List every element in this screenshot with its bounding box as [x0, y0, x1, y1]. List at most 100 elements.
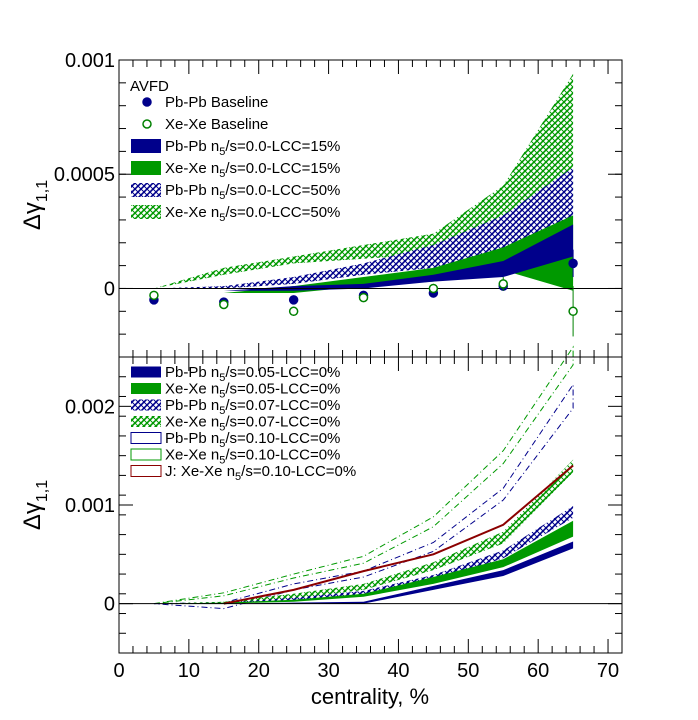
top-y-axis: 0 0.0005 0.001	[54, 50, 622, 358]
bottom-legend-swatch-2	[131, 399, 161, 411]
bottom-legend-label-suffix-3: /s=0.07-LCC=0%	[225, 414, 340, 431]
bottom-legend-label-0: Pb-Pb n5/s=0.05-LCC=0%	[165, 364, 340, 384]
top-legend-entry-4: Pb-Pb n5/s=0.0-LCC=50%	[131, 182, 340, 202]
bottom-legend-label-prefix-5: Xe-Xe n	[165, 447, 219, 464]
bottom-legend-label-prefix-1: Xe-Xe n	[165, 381, 219, 398]
top-legend-label-4: Pb-Pb n5/s=0.0-LCC=50%	[165, 182, 340, 202]
top-point-1-6	[568, 306, 578, 317]
top-point-1-5	[498, 279, 508, 289]
bottom-legend-label-sub-2: 5	[219, 405, 225, 417]
top-legend-label-suffix-4: /s=0.0-LCC=50%	[225, 182, 340, 199]
bottom-legend-label-6: J: Xe-Xe n5/s=0.10-LCC=0%	[165, 463, 356, 483]
bottom-legend-label-prefix-2: Pb-Pb n	[165, 397, 219, 414]
bottom-legend-label-5: Xe-Xe n5/s=0.10-LCC=0%	[165, 447, 340, 467]
bottom-legend-label-4: Pb-Pb n5/s=0.10-LCC=0%	[165, 430, 340, 450]
bottom-legend-entry-5: Xe-Xe n5/s=0.10-LCC=0%	[130, 447, 340, 467]
bottom-y-axis-label-main: Δγ	[19, 502, 46, 530]
top-legend-entry-5: Xe-Xe n5/s=0.0-LCC=50%	[131, 204, 340, 224]
bottom-legend-swatch-6	[130, 465, 162, 477]
bottom-legend-label-sub-6: 5	[235, 471, 241, 483]
x-axis: 0 10 20 30 40 50 60 70	[113, 660, 619, 682]
bottom-legend-label-prefix-6: J: Xe-Xe n	[165, 463, 235, 480]
bottom-legend-label-prefix-4: Pb-Pb n	[165, 430, 219, 447]
bottom-legend-label-suffix-5: /s=0.10-LCC=0%	[225, 447, 340, 464]
xtick-label-7: 70	[597, 660, 619, 682]
top-legend-title: AVFD	[130, 78, 169, 95]
top-y-axis-label-sub: 1,1	[34, 180, 51, 202]
bottom-legend-label-prefix-0: Pb-Pb n	[165, 364, 219, 381]
bottom-legend-label-sub-1: 5	[219, 389, 225, 401]
bottom-legend-entry-4: Pb-Pb n5/s=0.10-LCC=0%	[130, 430, 340, 450]
top-plot-area	[119, 73, 622, 337]
bottom-legend: Pb-Pb n5/s=0.05-LCC=0%Xe-Xe n5/s=0.05-LC…	[130, 364, 356, 483]
xtick-label-0: 0	[113, 660, 124, 682]
top-legend-label-sub-3: 5	[219, 168, 225, 180]
top-point-1-2	[288, 306, 299, 317]
bottom-legend-label-2: Pb-Pb n5/s=0.07-LCC=0%	[165, 397, 340, 417]
top-legend-swatch-2	[131, 139, 161, 153]
top-legend-label-5: Xe-Xe n5/s=0.0-LCC=50%	[165, 204, 340, 224]
bottom-legend-label-suffix-1: /s=0.05-LCC=0%	[225, 381, 340, 398]
xtick-label-6: 60	[527, 660, 549, 682]
bottom-band-2	[153, 459, 574, 604]
top-ytick-label-0: 0	[104, 278, 115, 300]
xtick-label-3: 30	[317, 660, 339, 682]
top-ytick-label-2: 0.001	[65, 50, 115, 72]
top-point-1-0	[149, 290, 159, 301]
bottom-legend-entry-3: Xe-Xe n5/s=0.07-LCC=0%	[131, 414, 340, 434]
bottom-legend-label-sub-5: 5	[219, 455, 225, 467]
xtick-label-4: 40	[387, 660, 409, 682]
bottom-legend-label-sub-4: 5	[219, 438, 225, 450]
bottom-legend-swatch-4	[130, 432, 162, 444]
bottom-legend-label-3: Xe-Xe n5/s=0.07-LCC=0%	[165, 414, 340, 434]
top-point-1-1	[219, 299, 229, 310]
bottom-ytick-label-2: 0.002	[65, 396, 115, 418]
top-legend-entry-2: Pb-Pb n5/s=0.0-LCC=15%	[131, 138, 340, 158]
top-legend-label-sub-2: 5	[219, 146, 225, 158]
top-legend-label-1: Xe-Xe Baseline	[165, 116, 268, 133]
top-legend-label-2: Pb-Pb n5/s=0.0-LCC=15%	[165, 138, 340, 158]
top-legend-entry-0: Pb-Pb Baseline	[142, 94, 268, 111]
top-y-axis-label-main: Δγ	[19, 202, 46, 230]
bottom-ytick-label-1: 0.001	[65, 495, 115, 517]
top-legend-label-3: Xe-Xe n5/s=0.0-LCC=15%	[165, 160, 340, 180]
top-legend-swatch-4	[131, 183, 161, 197]
bottom-legend-swatch-5	[130, 448, 162, 461]
top-band-3	[153, 224, 574, 291]
bottom-line-0	[223, 464, 574, 605]
bottom-legend-label-suffix-6: /s=0.10-LCC=0%	[241, 463, 356, 480]
bottom-plot-area	[119, 345, 622, 610]
top-legend-swatch-5	[131, 205, 161, 219]
bottom-legend-swatch-1	[131, 383, 161, 394]
bottom-band-0	[153, 345, 574, 605]
bottom-legend-label-sub-3: 5	[219, 422, 225, 434]
bottom-y-axis-label-sub: 1,1	[34, 480, 51, 502]
top-legend-label-suffix-5: /s=0.0-LCC=50%	[225, 204, 340, 221]
bottom-legend-entry-2: Pb-Pb n5/s=0.07-LCC=0%	[131, 397, 340, 417]
top-point-0-6	[568, 258, 578, 269]
top-legend-swatch-3	[131, 161, 161, 175]
bottom-panel: 0 0.001 0.002 0 10 20 30 40 50 60 70 Δγ1,1 centra…	[19, 345, 623, 709]
bottom-legend-swatch-0	[131, 366, 161, 378]
top-legend-label-suffix-2: /s=0.0-LCC=15%	[225, 138, 340, 155]
top-legend-label-suffix-3: /s=0.0-LCC=15%	[225, 160, 340, 177]
top-point-1-3	[358, 292, 369, 303]
bottom-legend-entry-0: Pb-Pb n5/s=0.05-LCC=0%	[131, 364, 340, 384]
top-legend-entry-3: Xe-Xe n5/s=0.0-LCC=15%	[131, 160, 340, 180]
bottom-legend-label-suffix-0: /s=0.05-LCC=0%	[225, 364, 340, 381]
top-legend-label-prefix-4: Pb-Pb n	[165, 182, 219, 199]
top-legend-marker-1	[142, 119, 152, 129]
top-ytick-label-1: 0.0005	[54, 164, 115, 186]
bottom-legend-swatch-3	[131, 416, 161, 427]
bottom-legend-entry-6: J: Xe-Xe n5/s=0.10-LCC=0%	[130, 463, 356, 483]
top-legend-entry-1: Xe-Xe Baseline	[142, 116, 268, 133]
xtick-label-1: 10	[178, 660, 200, 682]
bottom-y-axis: 0 0.001 0.002	[65, 356, 622, 654]
bottom-legend-label-suffix-2: /s=0.07-LCC=0%	[225, 397, 340, 414]
top-legend-marker-0	[142, 97, 152, 107]
top-y-axis-label: Δγ1,1	[19, 180, 51, 230]
top-legend-label-sub-4: 5	[219, 190, 225, 202]
bottom-legend-label-sub-0: 5	[219, 372, 225, 384]
top-legend-label-sub-5: 5	[219, 212, 225, 224]
